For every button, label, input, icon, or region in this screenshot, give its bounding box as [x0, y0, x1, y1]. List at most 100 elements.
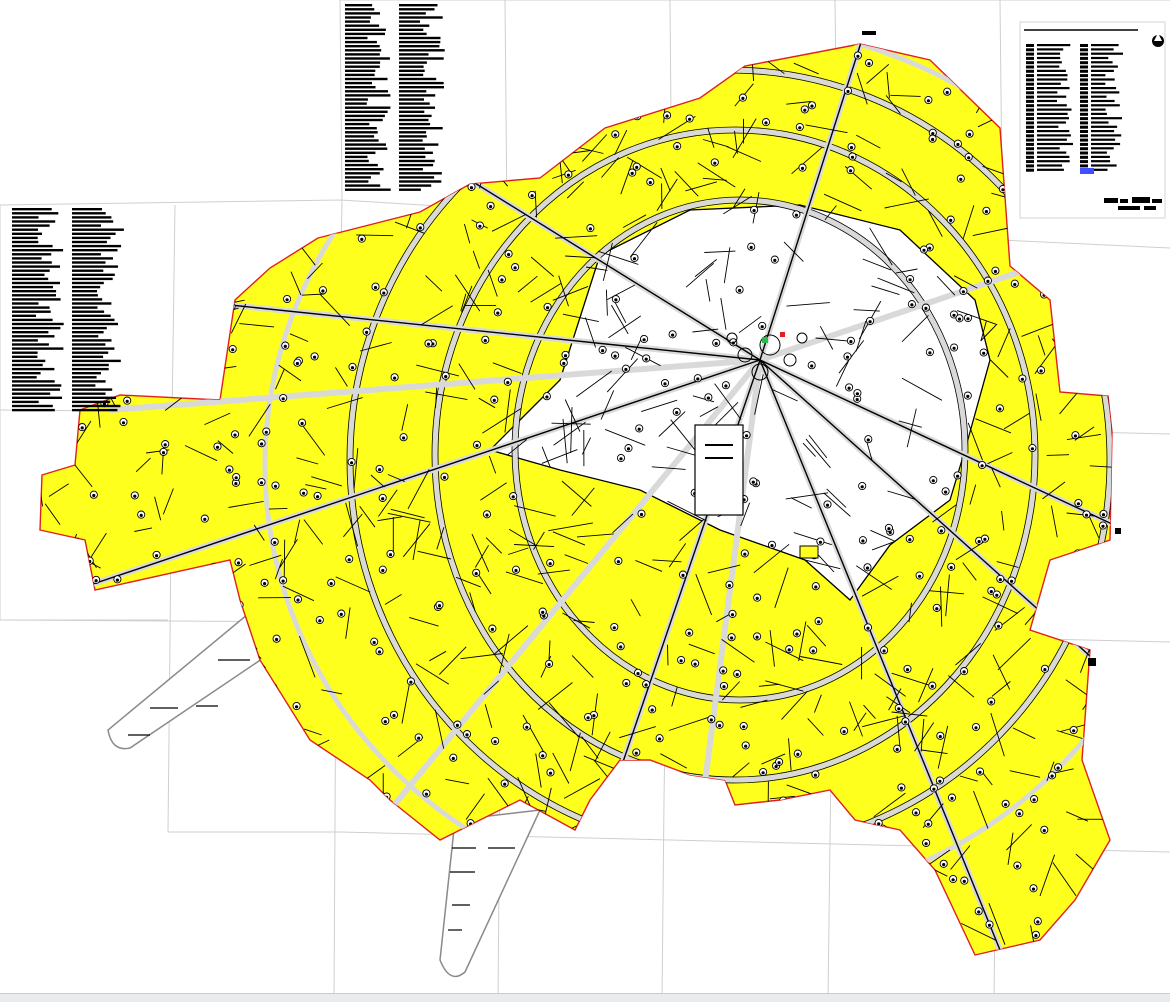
- block-line: [179, 53, 219, 75]
- note-line: [399, 53, 429, 55]
- block-line: [24, 826, 48, 831]
- legend-swatch: [1080, 66, 1088, 69]
- block-line: [522, 885, 532, 903]
- legend-text: [1037, 53, 1060, 55]
- parcel-marker-icon: [673, 408, 680, 415]
- parcel-marker-icon: [145, 821, 152, 828]
- block-line: [374, 785, 378, 817]
- parcel-marker-icon: [1070, 726, 1077, 733]
- parcel-marker-icon: [898, 784, 905, 791]
- block-line: [939, 909, 949, 940]
- legend-swatch: [1080, 113, 1088, 116]
- legend-swatch: [1080, 109, 1088, 112]
- block-line: [184, 95, 228, 104]
- parcel-marker-icon: [980, 349, 987, 356]
- parcel-marker-icon: [1075, 499, 1082, 506]
- parcel-marker-icon: [362, 931, 369, 938]
- top-marker: [862, 31, 876, 35]
- parcel-marker-icon: [743, 431, 750, 438]
- parcel-marker-icon: [1089, 237, 1096, 244]
- block-line: [445, 131, 447, 156]
- parcel-marker-icon: [612, 352, 619, 359]
- parcel-marker-icon: [417, 224, 424, 231]
- parcel-marker-icon: [801, 106, 808, 113]
- block-line: [353, 774, 362, 814]
- legend-swatch: [1026, 169, 1034, 172]
- parcel-marker-icon: [90, 491, 97, 498]
- parcel-marker-icon: [1029, 444, 1036, 451]
- block-line: [105, 831, 123, 861]
- parcel-marker-icon: [1041, 826, 1048, 833]
- parcel-marker-icon: [316, 616, 323, 623]
- block-line: [1066, 349, 1094, 355]
- parcel-marker-icon: [282, 342, 289, 349]
- parcel-marker-icon: [483, 511, 490, 518]
- legend-text: [1091, 96, 1107, 98]
- parcel-marker-icon: [846, 384, 853, 391]
- parcel-marker-icon: [748, 243, 755, 250]
- parcel-marker-icon: [1098, 336, 1105, 343]
- parcel-marker-icon: [808, 102, 815, 109]
- note-line: [72, 302, 111, 304]
- parcel-marker-icon: [256, 172, 263, 179]
- parcel-marker-icon: [287, 196, 294, 203]
- parcel-marker-icon: [319, 287, 326, 294]
- note-line: [345, 4, 372, 6]
- note-line: [345, 16, 371, 18]
- parcel-marker-icon: [423, 790, 430, 797]
- parcel-marker-icon: [473, 441, 480, 448]
- legend-swatch: [1080, 83, 1088, 86]
- parcel-marker-icon: [442, 372, 449, 379]
- block-line: [1086, 935, 1099, 950]
- block-line: [204, 829, 210, 857]
- parcel-marker-icon: [254, 120, 261, 127]
- parcel-marker-icon: [233, 186, 240, 193]
- legend-text: [1091, 117, 1122, 119]
- parcel-marker-icon: [294, 596, 301, 603]
- parcel-marker-icon: [244, 894, 251, 901]
- parcel-marker-icon: [528, 131, 535, 138]
- parcel-marker-icon: [511, 264, 518, 271]
- parcel-marker-icon: [708, 716, 715, 723]
- block-line: [556, 58, 592, 79]
- note-line: [12, 409, 55, 411]
- block-line: [397, 842, 415, 860]
- block-line: [621, 778, 624, 798]
- block-line: [803, 835, 819, 868]
- parcel-marker-icon: [649, 706, 656, 713]
- legend-swatch: [1026, 48, 1034, 51]
- block-line: [174, 65, 210, 91]
- note-line: [399, 184, 431, 186]
- block-line: [132, 362, 165, 379]
- block-line: [222, 937, 226, 961]
- note-line: [345, 8, 374, 10]
- parcel-marker-icon: [824, 501, 831, 508]
- note-line: [12, 245, 53, 247]
- parcel-marker-icon: [300, 489, 307, 496]
- block-line: [261, 703, 271, 720]
- block-line: [126, 241, 144, 254]
- parcel-marker-icon: [869, 905, 876, 912]
- block-line: [624, 925, 649, 937]
- block-line: [231, 832, 232, 863]
- block-line: [49, 554, 65, 593]
- block-line: [193, 573, 197, 606]
- block-line: [602, 890, 633, 923]
- legend-swatch: [1080, 143, 1088, 146]
- parcel-marker-icon: [310, 68, 317, 75]
- parcel-marker-icon: [722, 382, 729, 389]
- parcel-marker-icon: [986, 921, 993, 928]
- parcel-marker-icon: [1069, 370, 1076, 377]
- parcel-marker-icon: [847, 337, 854, 344]
- block-line: [569, 97, 589, 121]
- block-line: [284, 540, 285, 580]
- note-line: [345, 127, 377, 129]
- parcel-marker-icon: [1069, 280, 1076, 287]
- note-line: [345, 107, 390, 109]
- legend-text: [1091, 61, 1113, 63]
- parcel-marker-icon: [633, 163, 640, 170]
- parcel-marker-icon: [253, 739, 260, 746]
- parcel-marker-icon: [760, 768, 767, 775]
- parcel-marker-icon: [93, 807, 100, 814]
- parcel-marker-icon: [144, 265, 151, 272]
